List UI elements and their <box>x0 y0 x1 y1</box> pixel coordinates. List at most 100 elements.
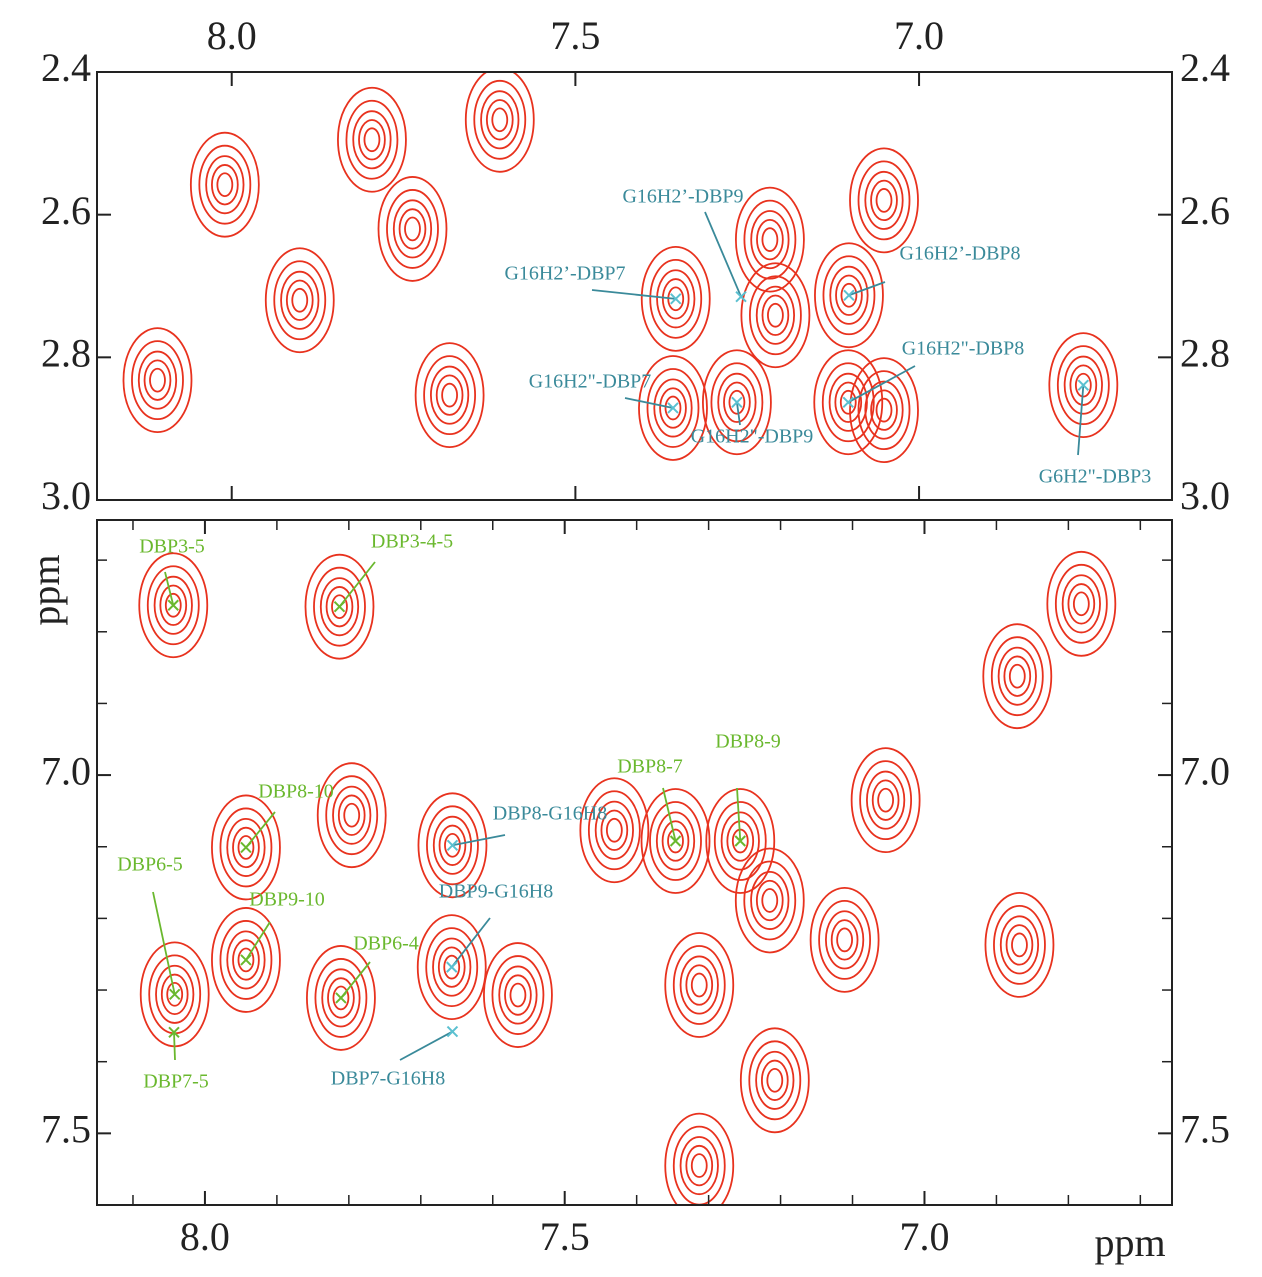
annotation-label: G16H2"-DBP7 <box>529 371 652 393</box>
y-tick-label: 7.5 <box>1180 1107 1230 1152</box>
contour <box>690 972 708 998</box>
contour <box>435 374 464 416</box>
annotation-leader <box>662 787 677 842</box>
contour <box>473 79 527 160</box>
contour <box>655 811 696 871</box>
plot-area <box>138 550 1117 1205</box>
cross-marker <box>667 402 679 414</box>
contour <box>870 389 898 431</box>
contour <box>600 809 629 851</box>
contour <box>871 779 900 821</box>
contour <box>149 367 166 393</box>
contour <box>198 144 252 225</box>
y-tick-label: 7.0 <box>1180 748 1230 793</box>
contour <box>219 807 273 888</box>
cross-marker <box>842 396 854 408</box>
contour <box>491 107 509 133</box>
cross-marker <box>1077 379 1090 391</box>
contour <box>1069 364 1098 406</box>
cross-marker <box>734 835 746 847</box>
contour <box>760 1059 789 1101</box>
annotation-label: G16H2’-DBP7 <box>504 263 625 285</box>
contour <box>432 815 473 875</box>
contour <box>664 932 735 1038</box>
contour <box>363 127 381 153</box>
contour <box>331 594 348 620</box>
cross-marker <box>735 290 747 303</box>
contour <box>849 147 919 254</box>
contour <box>226 930 266 990</box>
contour <box>857 160 911 241</box>
contour <box>822 255 876 336</box>
contour <box>640 245 711 352</box>
contour <box>211 794 281 901</box>
contour <box>316 762 387 869</box>
cross-marker <box>669 835 682 847</box>
contour <box>877 787 895 813</box>
contour <box>483 942 553 1048</box>
contour <box>702 349 772 456</box>
contour <box>325 775 379 856</box>
contour <box>332 785 372 845</box>
contour <box>997 646 1037 706</box>
contour <box>750 870 790 930</box>
contour <box>767 302 784 328</box>
contour <box>830 919 859 961</box>
contour <box>990 636 1044 717</box>
annotation-label: DBP7-G16H8 <box>331 1068 445 1090</box>
contour <box>761 888 779 913</box>
annotation-leader <box>173 1032 176 1061</box>
contour <box>735 186 805 293</box>
contour <box>821 362 875 443</box>
annotation-label: DBP3-4-5 <box>371 531 453 553</box>
x-tick-label: 7.5 <box>550 13 600 58</box>
contour <box>211 907 281 1013</box>
annotation-label: G6H2"-DBP3 <box>1039 466 1152 488</box>
annotation-leader <box>399 1030 453 1061</box>
contour <box>164 592 182 618</box>
contour <box>1011 932 1028 958</box>
contour <box>327 977 355 1019</box>
contour <box>813 349 884 456</box>
contour <box>834 381 863 423</box>
contour <box>875 397 893 423</box>
contour <box>749 275 802 356</box>
contour <box>137 350 178 410</box>
contour <box>755 285 796 345</box>
contour <box>291 287 309 313</box>
contour <box>377 176 448 282</box>
contour <box>219 920 273 1000</box>
contour <box>999 915 1040 975</box>
annotation-leader <box>736 787 742 842</box>
contour <box>664 395 682 421</box>
x-tick-label: 8.0 <box>207 13 257 58</box>
annotation-label: DBP8-7 <box>617 756 683 778</box>
contour <box>685 964 714 1006</box>
contour <box>829 265 869 325</box>
contour <box>743 860 797 941</box>
contour <box>870 179 898 222</box>
contour <box>155 964 195 1024</box>
annotation-leader <box>847 365 916 404</box>
contour <box>314 958 368 1038</box>
contour <box>273 260 327 341</box>
contour <box>285 279 314 321</box>
contour <box>444 832 461 858</box>
contour <box>313 566 366 647</box>
contour <box>740 262 811 369</box>
annotation-label: DBP9-G16H8 <box>439 881 553 903</box>
contour <box>321 968 361 1028</box>
contour <box>416 914 487 1021</box>
contour <box>685 1144 714 1187</box>
contour <box>1048 332 1119 439</box>
contour <box>605 817 623 843</box>
contour <box>766 1067 784 1093</box>
annotation-leader <box>624 397 674 409</box>
contour <box>398 208 427 250</box>
contour <box>743 199 797 280</box>
contour <box>153 575 193 635</box>
cross-marker <box>240 841 252 854</box>
contour <box>392 199 433 259</box>
annotation-leader <box>452 834 506 847</box>
